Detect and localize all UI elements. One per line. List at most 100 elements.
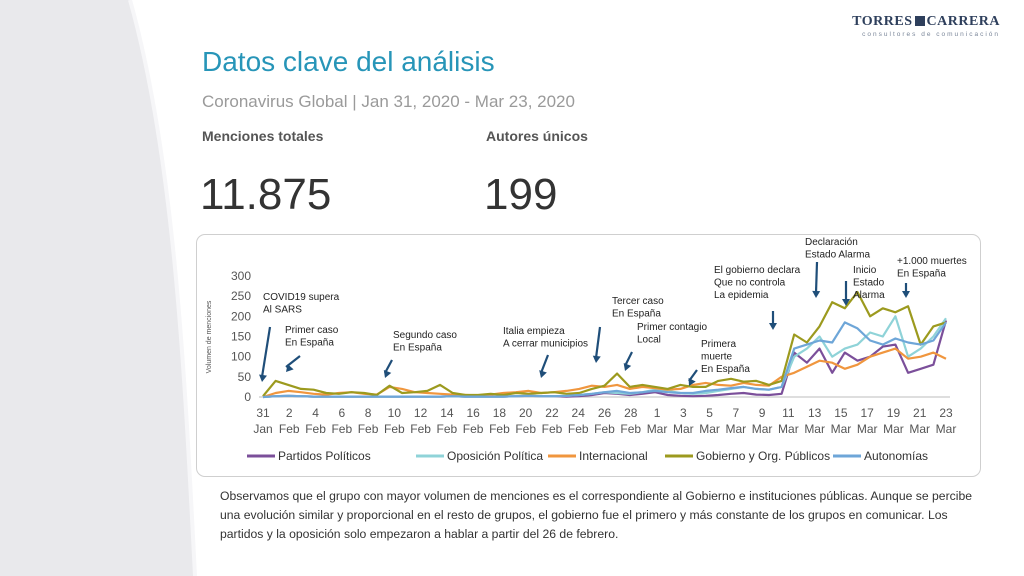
y-tick-label: 150 <box>231 330 251 344</box>
x-tick-month: Mar <box>804 422 825 436</box>
x-tick-day: 28 <box>624 406 638 420</box>
brand-tagline: consultores de comunicación <box>862 31 1000 38</box>
brand-name-right: CARRERA <box>926 14 1000 29</box>
legend-label-2: Internacional <box>579 449 648 463</box>
annotation-arrow-icon <box>902 291 910 298</box>
x-tick-month: Feb <box>489 422 510 436</box>
annotation-arrow-icon <box>259 374 267 382</box>
annotation-arrow-icon <box>842 299 850 306</box>
annotation-text: El gobierno declara <box>714 265 801 276</box>
x-tick-month: Jan <box>253 422 272 436</box>
x-tick-month: Mar <box>726 422 747 436</box>
x-tick-day: 15 <box>834 406 848 420</box>
x-tick-day: 24 <box>572 406 586 420</box>
annotation-text: Estado Alarma <box>805 250 870 261</box>
x-tick-month: Feb <box>515 422 536 436</box>
x-tick-month: Mar <box>857 422 878 436</box>
x-tick-month: Feb <box>358 422 379 436</box>
y-axis-label: Volumen de menciones <box>206 300 213 373</box>
annotation-text: Inicio <box>853 265 877 276</box>
x-tick-month: Feb <box>437 422 458 436</box>
x-tick-day: 22 <box>545 406 559 420</box>
series-line-4 <box>262 321 947 399</box>
annotation-arrow-icon <box>812 290 821 298</box>
x-tick-month: Feb <box>594 422 615 436</box>
page-subtitle: Coronavirus Global | Jan 31, 2020 - Mar … <box>202 92 575 111</box>
x-tick-day: 10 <box>388 406 402 420</box>
x-tick-month: Mar <box>831 422 852 436</box>
mentions-value: 11.875 <box>200 170 332 219</box>
x-tick-day: 17 <box>861 406 875 420</box>
annotation-text: En España <box>285 338 334 349</box>
annotation-text: Italia empieza <box>503 326 565 337</box>
annotation-arrow-shaft <box>594 326 602 359</box>
y-tick-label: 300 <box>231 269 251 283</box>
annotation-text: Que no controla <box>714 278 786 289</box>
x-tick-day: 4 <box>312 406 319 420</box>
y-tick-label: 200 <box>231 309 251 323</box>
y-tick-label: 50 <box>238 370 252 384</box>
x-tick-day: 6 <box>338 406 345 420</box>
x-tick-month: Feb <box>463 422 484 436</box>
annotation-text: muerte <box>701 352 733 363</box>
annotation-text: En España <box>393 343 442 354</box>
authors-label: Autores únicos <box>486 128 588 144</box>
x-tick-day: 13 <box>808 406 822 420</box>
x-tick-month: Feb <box>279 422 300 436</box>
x-tick-month: Feb <box>331 422 352 436</box>
x-tick-day: 19 <box>887 406 901 420</box>
annotation-arrow-shaft <box>260 326 272 378</box>
x-tick-month: Feb <box>568 422 589 436</box>
y-tick-label: 100 <box>231 350 251 364</box>
legend-label-1: Oposición Política <box>447 449 543 463</box>
annotation-text: Al SARS <box>263 305 302 316</box>
x-tick-day: 5 <box>706 406 713 420</box>
x-tick-day: 20 <box>519 406 533 420</box>
x-tick-day: 8 <box>365 406 372 420</box>
x-tick-month: Mar <box>699 422 720 436</box>
x-tick-month: Feb <box>620 422 641 436</box>
x-tick-day: 2 <box>286 406 293 420</box>
annotation-text: Segundo caso <box>393 330 457 341</box>
y-tick-label: 250 <box>231 289 251 303</box>
x-tick-day: 23 <box>939 406 953 420</box>
legend-label-0: Partidos Políticos <box>278 449 371 463</box>
annotation-arrow-icon <box>592 355 601 363</box>
mentions-line-chart: 0 50 100 150 200 250 300 Volumen de menciones 31… <box>206 237 967 463</box>
x-tick-month: Mar <box>778 422 799 436</box>
annotation-text: En España <box>612 309 661 320</box>
x-tick-month: Mar <box>752 422 773 436</box>
x-tick-day: 11 <box>782 406 795 420</box>
annotation-text: Tercer caso <box>612 296 664 307</box>
series-line-3 <box>262 290 947 397</box>
x-tick-day: 21 <box>913 406 927 420</box>
x-tick-day: 7 <box>733 406 740 420</box>
annotation-text: En España <box>701 364 750 375</box>
annotation-text: +1.000 muertes <box>897 256 967 267</box>
x-tick-month: Mar <box>883 422 904 436</box>
x-tick-day: 26 <box>598 406 612 420</box>
x-tick-day: 31 <box>256 406 270 420</box>
legend-label-3: Gobierno y Org. Públicos <box>696 449 830 463</box>
y-tick-label: 0 <box>244 390 251 404</box>
brand-name: TORRES CARRERA <box>852 14 1000 30</box>
x-tick-month: Feb <box>410 422 431 436</box>
annotation-arrow-icon <box>688 377 696 386</box>
annotation-arrow-shaft <box>624 351 633 367</box>
annotation-text: Declaración <box>805 237 858 248</box>
annotation-text: La epidemia <box>714 290 769 301</box>
x-tick-day: 9 <box>759 406 766 420</box>
annotation-text: Alarma <box>853 290 885 301</box>
x-tick-month: Feb <box>305 422 326 436</box>
annotation-arrow-icon <box>383 370 392 378</box>
annotation-arrow-shaft <box>539 354 550 374</box>
annotation-text: COVID19 supera <box>263 292 340 303</box>
x-tick-day: 1 <box>654 406 661 420</box>
annotation-text: A cerrar municipios <box>503 339 588 350</box>
x-tick-month: Feb <box>542 422 563 436</box>
x-tick-month: Mar <box>647 422 668 436</box>
annotation-text: Primer caso <box>285 325 339 336</box>
annotation-text: Estado <box>853 278 885 289</box>
annotation-arrow-icon <box>623 363 632 371</box>
x-tick-day: 14 <box>440 406 454 420</box>
